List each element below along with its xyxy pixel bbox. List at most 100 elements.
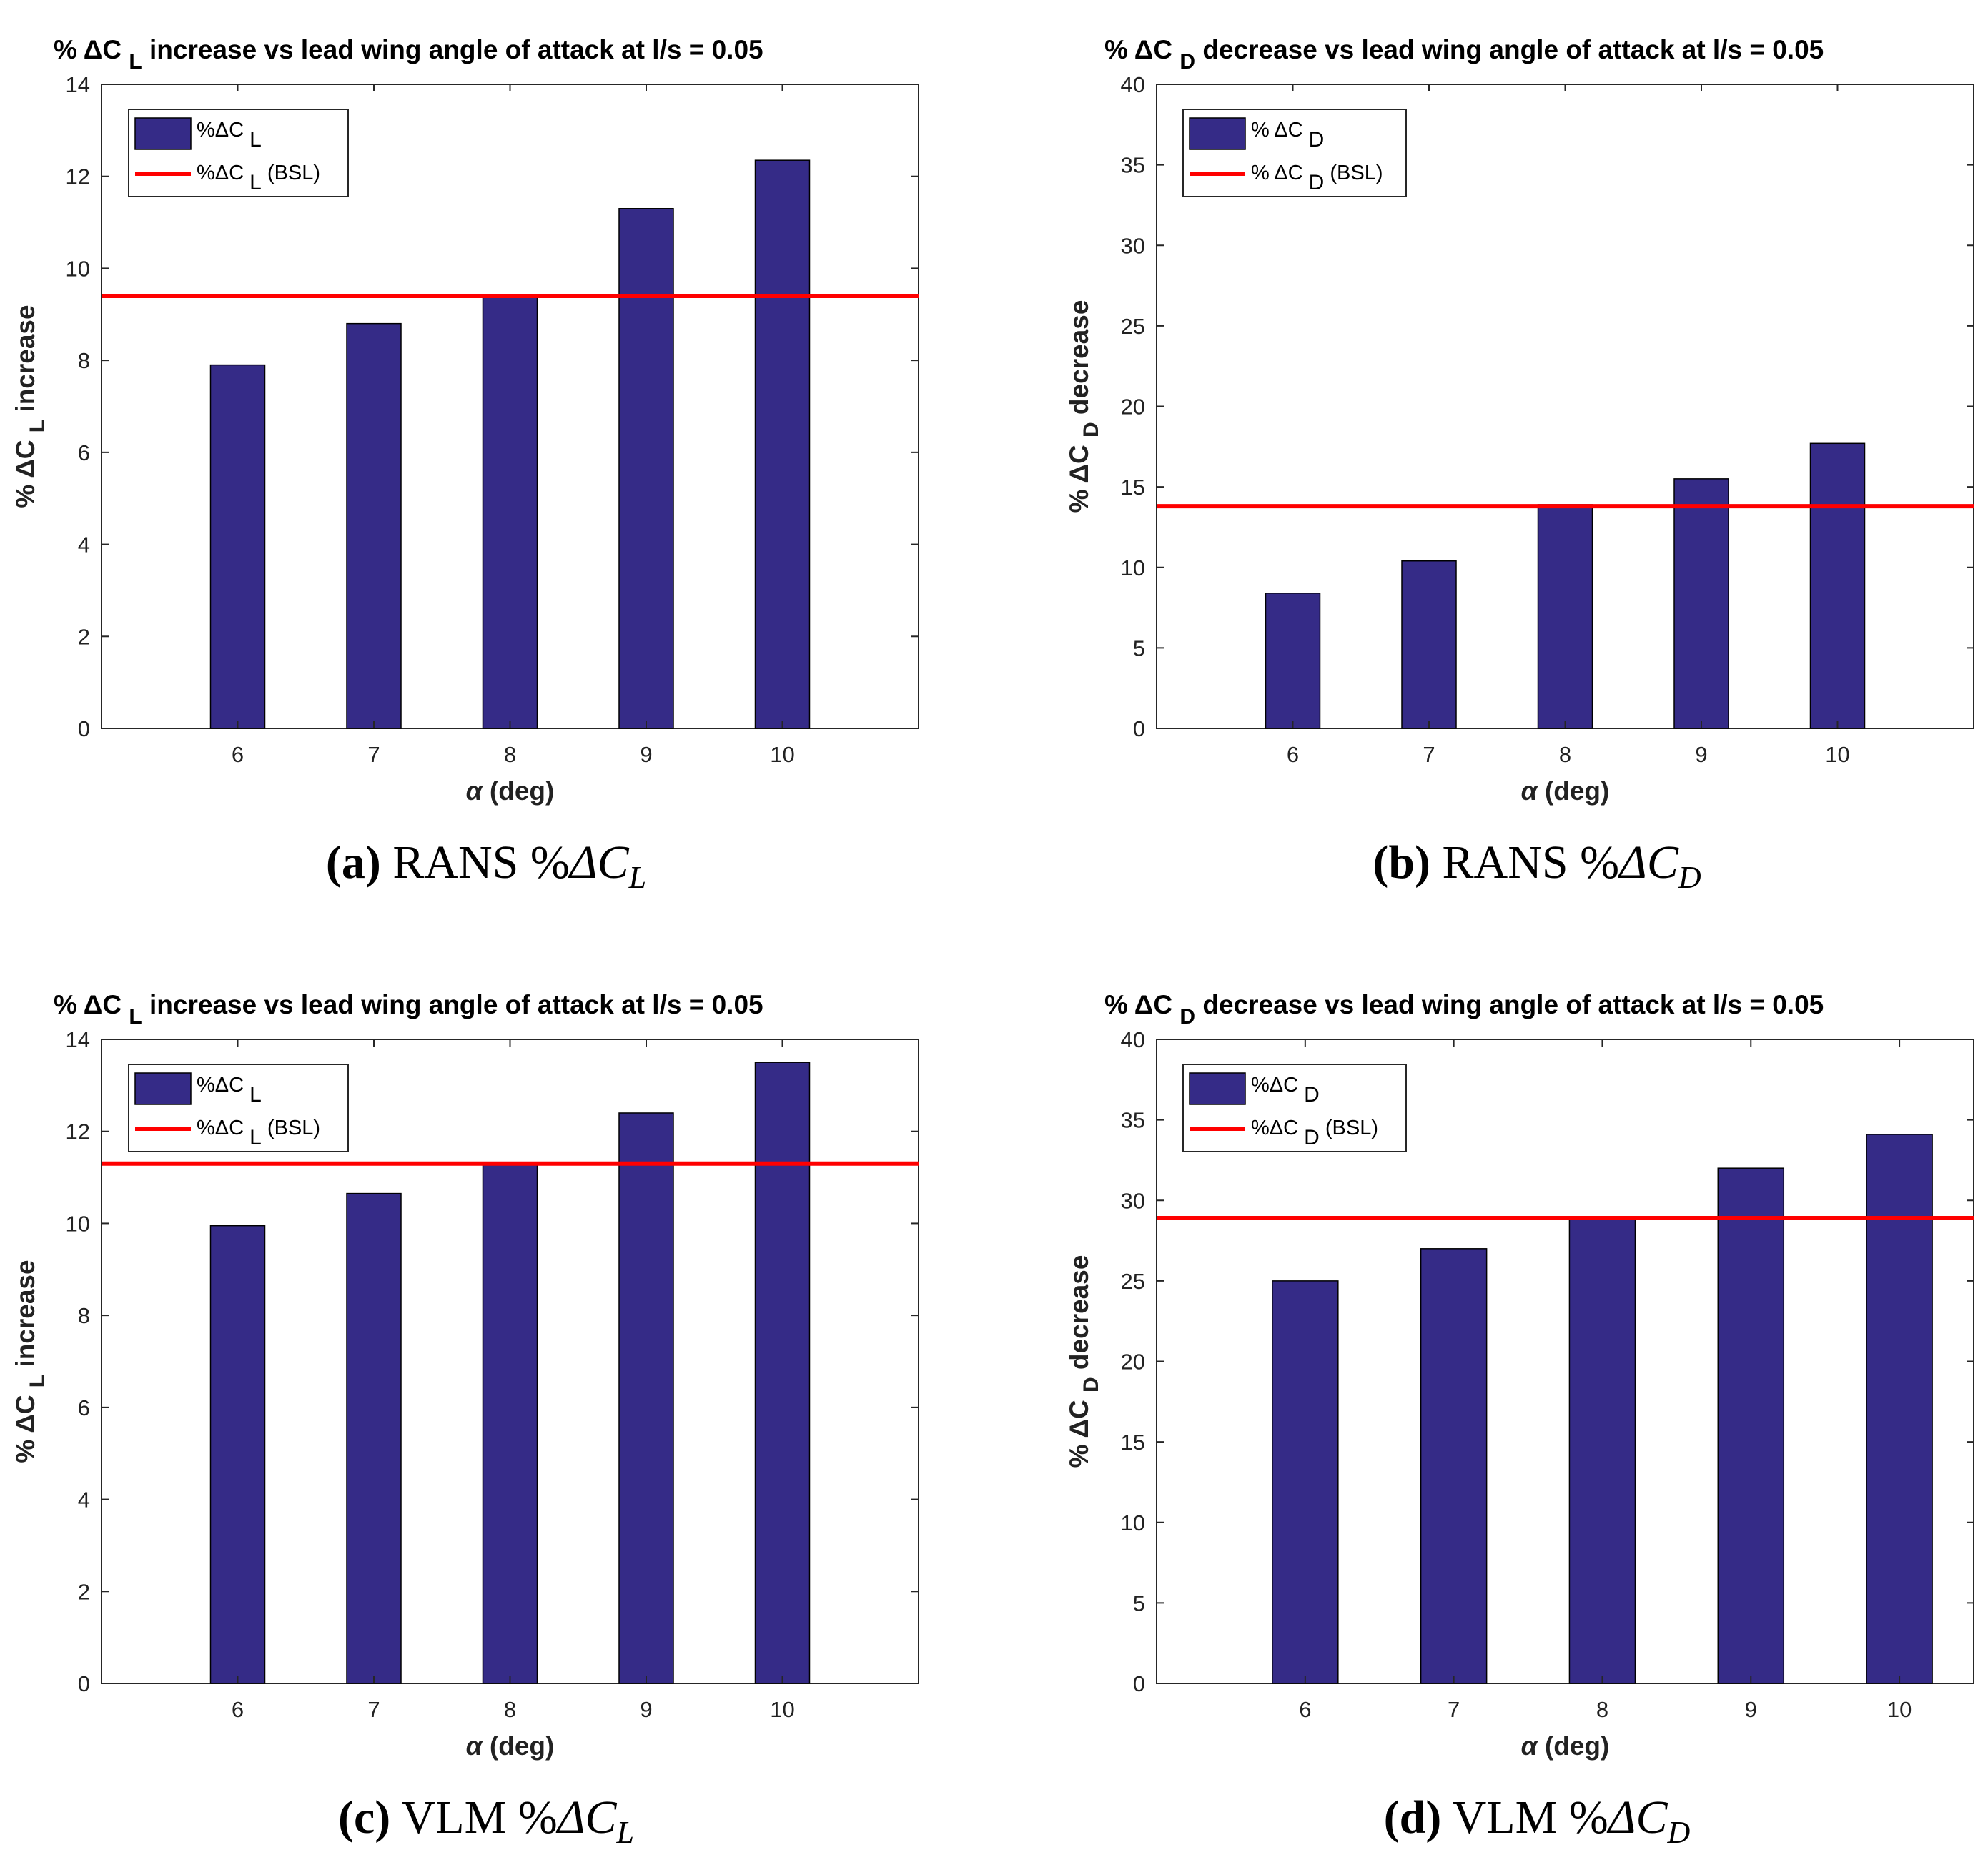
panel-a-bar-8 bbox=[482, 295, 538, 729]
panel-a-legend-line-label: %ΔC L (BSL) bbox=[197, 162, 320, 194]
panel-c-ytick-label: 6 bbox=[78, 1395, 90, 1420]
panel-c-bar-7 bbox=[346, 1192, 402, 1684]
panel-c-legend-line-text: %ΔC bbox=[197, 1117, 249, 1139]
panel-b-ytick-label: 25 bbox=[1121, 314, 1145, 339]
panel-b-caption-sub: D bbox=[1678, 860, 1701, 895]
panel-d-bar-10 bbox=[1866, 1134, 1933, 1684]
panel-d-legend-line-suffix: (BSL) bbox=[1320, 1117, 1378, 1139]
panel-c-legend-line-label: %ΔC L (BSL) bbox=[197, 1117, 320, 1149]
panel-b-legend-line-suffix: (BSL) bbox=[1324, 162, 1383, 184]
panel-d-ytick-label: 25 bbox=[1121, 1269, 1145, 1294]
panel-d-ylabel-sub: D bbox=[1079, 1377, 1103, 1392]
panel-b-bar-8 bbox=[1537, 504, 1593, 729]
panel-b-xtick-label: 9 bbox=[1695, 742, 1707, 767]
panel-c-bar-9 bbox=[618, 1112, 674, 1684]
panel-c-ylabel-sub: L bbox=[26, 1375, 49, 1387]
panel-d-bar-8 bbox=[1568, 1216, 1636, 1684]
panel-b-ytick-label: 15 bbox=[1121, 475, 1145, 500]
panel-a-xtick-label: 6 bbox=[232, 742, 244, 767]
panel-d-legend-bar-sub: D bbox=[1304, 1083, 1320, 1107]
panel-d-legend-bar-text: %ΔC bbox=[1251, 1074, 1304, 1097]
panel-a-xlabel-unit: (deg) bbox=[483, 776, 555, 806]
panel-d-title-rest: decrease vs lead wing angle of attack at… bbox=[1195, 990, 1824, 1019]
panel-b-ytick-label: 0 bbox=[1133, 716, 1145, 741]
panel-a-ylabel: % ΔC L increase bbox=[11, 305, 49, 508]
panel-d-ytick-label: 5 bbox=[1133, 1591, 1145, 1616]
panel-d-legend-line-label: %ΔC D (BSL) bbox=[1251, 1117, 1378, 1149]
panel-a: 0 2 4 6 8 10 12 14 6 7 8 9 10 % ΔC L increase vs lead… bbox=[11, 35, 919, 895]
panel-a-xtick-label: 8 bbox=[504, 742, 516, 767]
panel-b-ylabel-sub: D bbox=[1079, 422, 1103, 437]
panel-b-bar-10 bbox=[1809, 442, 1866, 729]
panel-d-xtick-label: 8 bbox=[1596, 1697, 1608, 1722]
panel-d-caption-method: VLM % bbox=[1441, 1791, 1608, 1844]
panel-c-title-main: % ΔC bbox=[54, 990, 129, 1019]
panel-d: 0 5 10 15 20 25 30 35 40 6 7 8 9 10 % ΔC D decrease vs… bbox=[1064, 990, 1974, 1850]
panel-d-ylabel-rest: decrease bbox=[1064, 1255, 1094, 1377]
panel-d-title: % ΔC D decrease vs lead wing angle of at… bbox=[1104, 990, 1824, 1029]
panel-a-ytick-label: 10 bbox=[66, 256, 90, 281]
panel-c-ytick-label: 12 bbox=[66, 1119, 90, 1144]
panel-d-ytick-label: 40 bbox=[1121, 1027, 1145, 1052]
panel-a-legend-line-sub: L bbox=[249, 171, 262, 194]
panel-d-caption: (d) VLM %ΔCD bbox=[1384, 1791, 1691, 1850]
panel-a-ytick-label: 0 bbox=[78, 716, 90, 741]
panel-b-title-rest: decrease vs lead wing angle of attack at… bbox=[1195, 35, 1824, 64]
panel-b-ylabel: % ΔC D decrease bbox=[1064, 300, 1103, 513]
panel-a-bar-7 bbox=[346, 322, 402, 729]
panel-c-legend: %ΔC L%ΔC L (BSL) bbox=[128, 1064, 349, 1152]
panel-c-xtick-label: 8 bbox=[504, 1697, 516, 1722]
panel-c-caption: (c) VLM %ΔCL bbox=[338, 1791, 634, 1850]
panel-d-caption-label: (d) bbox=[1384, 1791, 1442, 1844]
panel-b-legend-line-sub: D bbox=[1309, 171, 1325, 194]
panel-a-xlabel: α (deg) bbox=[466, 776, 555, 806]
panel-c-ylabel-main: % ΔC bbox=[11, 1387, 40, 1463]
panel-c-xtick-label: 10 bbox=[770, 1697, 794, 1722]
panel-d-title-sub: D bbox=[1180, 1005, 1195, 1029]
panel-a-legend-bar-swatch bbox=[134, 117, 192, 150]
panel-b-caption: (b) RANS %ΔCD bbox=[1373, 836, 1701, 895]
panel-a-title-sub: L bbox=[129, 50, 142, 74]
panel-c-caption-label: (c) bbox=[338, 1791, 390, 1844]
panel-c-ytick-label: 4 bbox=[78, 1488, 90, 1513]
panel-a-legend: %ΔC L %ΔC L (BSL) bbox=[128, 109, 349, 197]
panel-d-xlabel-symbol: α bbox=[1521, 1731, 1539, 1761]
panel-d-xlabel-unit: (deg) bbox=[1538, 1731, 1610, 1761]
panel-a-xtick-label: 10 bbox=[770, 742, 794, 767]
panel-b-legend-bar-label: % ΔC D bbox=[1251, 119, 1324, 152]
panel-d-ylabel-main: % ΔC bbox=[1064, 1392, 1094, 1468]
panel-d-xtick-label: 10 bbox=[1887, 1697, 1912, 1722]
panel-a-ylabel-rest: increase bbox=[11, 305, 40, 419]
panel-d-ytick-label: 0 bbox=[1133, 1671, 1145, 1696]
panel-a-ylabel-sub: L bbox=[26, 420, 49, 432]
panel-b-bar-6 bbox=[1265, 593, 1321, 729]
panel-b-ytick-label: 5 bbox=[1133, 635, 1145, 661]
panel-c-ylabel-rest: increase bbox=[11, 1260, 40, 1374]
panel-a-ytick-label: 6 bbox=[78, 440, 90, 465]
panel-d-ytick-label: 10 bbox=[1121, 1510, 1145, 1535]
panel-a-legend-bar-sub: L bbox=[249, 128, 262, 152]
panel-d-legend-line-text: %ΔC bbox=[1251, 1117, 1304, 1139]
panel-c-title-sub: L bbox=[129, 1005, 142, 1029]
panel-a-legend-bar-label: %ΔC L bbox=[197, 119, 262, 152]
panel-d-legend-bar-swatch bbox=[1189, 1072, 1246, 1105]
panel-b-ytick-label: 35 bbox=[1121, 153, 1145, 178]
panel-d-legend-line-sub: D bbox=[1304, 1126, 1320, 1149]
panel-a-title-rest: increase vs lead wing angle of attack at… bbox=[142, 35, 763, 64]
panel-a-xtick-label: 9 bbox=[640, 742, 652, 767]
panel-c-caption-method: VLM % bbox=[390, 1791, 557, 1844]
panel-b-ylabel-main: % ΔC bbox=[1064, 437, 1094, 513]
panel-d-xlabel: α (deg) bbox=[1521, 1731, 1610, 1761]
panel-a-ytick-label: 12 bbox=[66, 164, 90, 189]
panel-d-xtick-label: 7 bbox=[1448, 1697, 1460, 1722]
panel-d-bar-9 bbox=[1717, 1167, 1785, 1684]
panel-c-bar-10 bbox=[754, 1062, 811, 1684]
panel-b-xtick-label: 7 bbox=[1423, 742, 1435, 767]
panel-b-bar-7 bbox=[1401, 560, 1457, 729]
panel-c-caption-sub: L bbox=[616, 1815, 634, 1850]
panel-a-caption-label: (a) bbox=[326, 836, 381, 889]
panel-c-legend-bar-swatch bbox=[134, 1072, 192, 1105]
panel-c-ylabel: % ΔC L increase bbox=[11, 1260, 49, 1463]
panel-c-bar-8 bbox=[482, 1163, 538, 1684]
